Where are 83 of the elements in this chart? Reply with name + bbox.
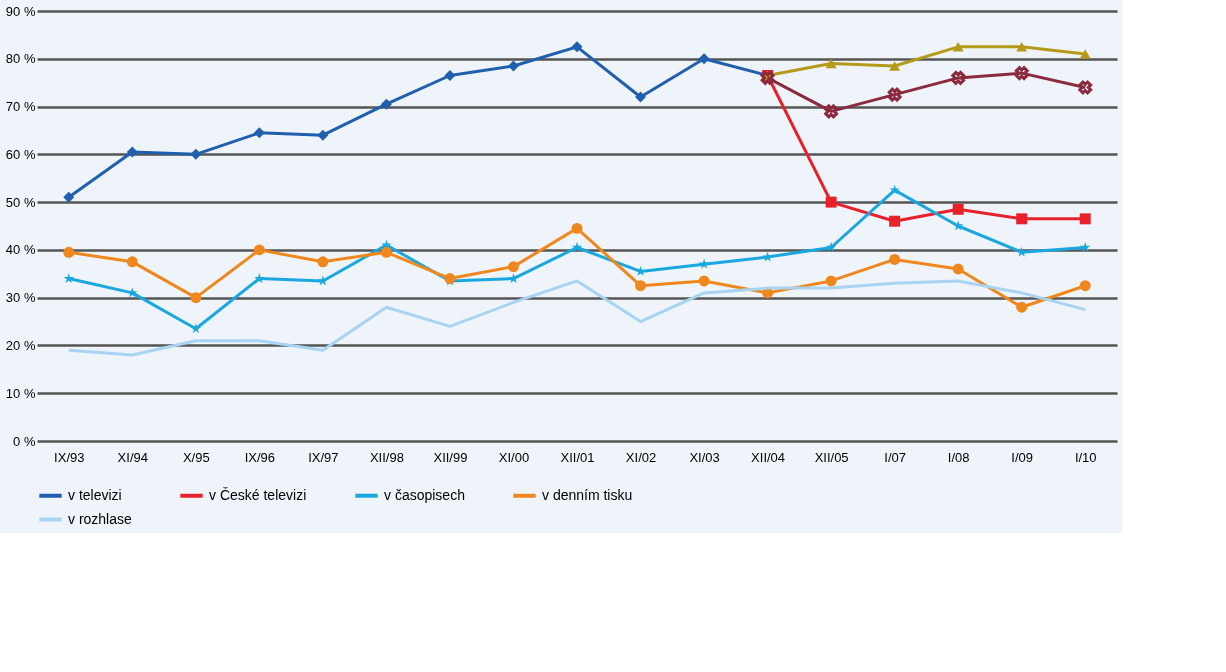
point <box>317 256 329 268</box>
legend-label: v České televizi <box>209 486 307 503</box>
point <box>825 275 837 287</box>
x-tick-label: XII/98 <box>369 449 404 465</box>
point <box>253 127 265 139</box>
point <box>760 70 775 85</box>
y-tick-label: 50 % <box>5 194 36 210</box>
point <box>1079 280 1091 292</box>
x-tick-label: IX/96 <box>244 449 276 465</box>
point <box>254 273 265 283</box>
point <box>1080 242 1091 252</box>
y-tick-label: 10 % <box>5 385 36 401</box>
x-tick-label: XII/05 <box>814 449 849 465</box>
x-tick-label: I/10 <box>1074 449 1097 465</box>
point <box>952 203 964 215</box>
point <box>952 263 964 275</box>
point <box>825 58 837 69</box>
point <box>1014 66 1029 81</box>
point <box>952 42 964 52</box>
point <box>126 146 138 158</box>
point <box>1016 42 1028 52</box>
point <box>1078 80 1093 95</box>
point <box>1079 213 1091 225</box>
x-tick-label: XI/00 <box>498 449 530 465</box>
point <box>825 196 837 208</box>
x-tick-label: I/08 <box>947 449 970 465</box>
x-tick-label: XII/01 <box>560 449 595 465</box>
y-tick-label: 70 % <box>5 99 36 115</box>
point <box>190 148 202 160</box>
legend-label: v televizi <box>68 486 122 503</box>
legend-label: v časopisech <box>384 486 465 503</box>
point <box>889 253 901 265</box>
point <box>887 87 902 102</box>
legend-label: v denním tisku <box>542 486 633 503</box>
point <box>126 256 138 268</box>
point <box>63 246 75 258</box>
point <box>253 244 265 256</box>
y-tick-label: 20 % <box>5 337 36 353</box>
y-tick-label: 0 % <box>13 433 36 449</box>
y-tick-label: 30 % <box>5 290 36 306</box>
point <box>444 70 456 81</box>
y-tick-label: 60 % <box>5 146 36 162</box>
x-tick-label: IX/93 <box>54 449 85 465</box>
point <box>507 261 519 273</box>
point <box>825 242 837 252</box>
x-tick-label: X/95 <box>182 449 210 465</box>
point <box>63 191 75 203</box>
point <box>190 323 202 334</box>
point <box>380 98 392 110</box>
point <box>889 184 900 195</box>
point <box>698 53 710 65</box>
x-tick-label: XI/03 <box>689 449 720 465</box>
x-tick-label: XI/02 <box>625 449 657 465</box>
legend-label: v rozhlase <box>68 510 133 527</box>
y-tick-label: 40 % <box>5 242 36 258</box>
point <box>571 41 583 53</box>
x-tick-label: XII/99 <box>433 449 468 465</box>
x-tick-label: XII/04 <box>751 449 786 465</box>
y-tick-label: 80 % <box>5 51 36 67</box>
point <box>571 222 583 234</box>
point <box>635 280 647 292</box>
point <box>190 292 202 304</box>
x-tick-label: IX/97 <box>308 449 339 465</box>
y-tick-label: 90 % <box>5 3 36 19</box>
x-tick-label: XI/94 <box>117 449 148 465</box>
point <box>571 242 583 252</box>
point <box>889 61 901 71</box>
point <box>508 273 519 283</box>
point <box>951 70 966 85</box>
point <box>635 91 647 103</box>
point <box>1079 49 1091 59</box>
point <box>1016 213 1028 225</box>
x-tick-label: I/09 <box>1011 449 1034 465</box>
point <box>507 60 519 72</box>
point <box>317 129 329 141</box>
x-tick-label: I/07 <box>884 449 906 465</box>
point <box>698 258 710 269</box>
point <box>380 246 392 258</box>
point <box>824 104 839 119</box>
point <box>698 275 710 287</box>
point <box>63 273 74 283</box>
point <box>1016 301 1028 313</box>
point <box>889 215 901 227</box>
